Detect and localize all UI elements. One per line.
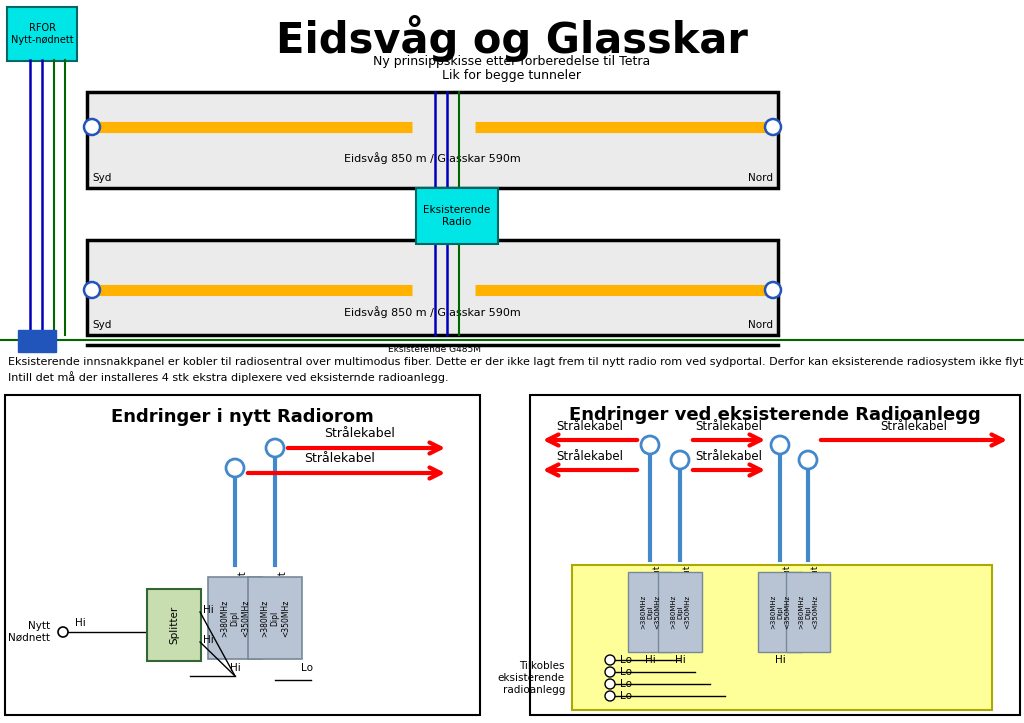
Circle shape (58, 627, 68, 637)
Text: Ny prinsippskisse etter forberedelse til Tetra: Ny prinsippskisse etter forberedelse til… (374, 56, 650, 69)
Text: Nord: Nord (748, 320, 773, 330)
Circle shape (799, 451, 817, 469)
Text: Lo: Lo (620, 691, 632, 701)
Text: Strålekabel: Strålekabel (556, 450, 624, 463)
Circle shape (765, 119, 781, 135)
Text: Hi: Hi (229, 663, 241, 673)
Circle shape (605, 679, 615, 689)
Bar (18, 330, 56, 352)
Text: Lik for begge tunneler: Lik for begge tunneler (442, 69, 582, 82)
Text: Hi: Hi (675, 655, 685, 665)
FancyBboxPatch shape (628, 572, 672, 652)
Text: Nord: Nord (748, 173, 773, 183)
FancyBboxPatch shape (786, 572, 830, 652)
Text: Eidsvåg 850 m / Glasskar 590m: Eidsvåg 850 m / Glasskar 590m (344, 152, 521, 164)
Circle shape (226, 459, 244, 477)
Text: Strålekabel: Strålekabel (556, 420, 624, 433)
Text: Eidsvåg 850 m / Glasskar 590m: Eidsvåg 850 m / Glasskar 590m (344, 306, 521, 318)
Circle shape (266, 439, 284, 457)
Circle shape (605, 655, 615, 665)
Bar (572, 565, 992, 710)
Text: Eksisterende innsnakkpanel er kobler til radiosentral over multimodus fiber. Det: Eksisterende innsnakkpanel er kobler til… (8, 355, 1024, 382)
Text: Splitter: Splitter (169, 606, 179, 644)
Text: Lo: Lo (620, 679, 632, 689)
Bar (530, 395, 1020, 715)
Text: Out: Out (682, 565, 691, 581)
FancyBboxPatch shape (248, 577, 302, 659)
Text: Eksisterende
Radio: Eksisterende Radio (423, 205, 490, 227)
Text: Lo: Lo (301, 663, 313, 673)
Text: >380MHz
Dipl
<350MHz: >380MHz Dipl <350MHz (798, 595, 818, 629)
FancyBboxPatch shape (758, 572, 802, 652)
Text: Out: Out (237, 570, 247, 588)
Text: Nytt
Nødnett: Nytt Nødnett (8, 621, 50, 643)
FancyBboxPatch shape (7, 7, 77, 61)
Text: Syd: Syd (92, 173, 112, 183)
Text: Syd: Syd (92, 320, 112, 330)
FancyBboxPatch shape (416, 188, 498, 244)
Text: Hi: Hi (645, 655, 655, 665)
Circle shape (84, 119, 100, 135)
Text: Out: Out (810, 565, 819, 581)
Text: Hi: Hi (774, 655, 785, 665)
Text: Hi: Hi (203, 635, 214, 645)
Text: Endringer ved eksisterende Radioanlegg: Endringer ved eksisterende Radioanlegg (569, 406, 981, 424)
Text: Lo: Lo (620, 667, 632, 677)
Circle shape (605, 691, 615, 701)
Text: Strålekabel: Strålekabel (695, 420, 763, 433)
Bar (87, 92, 778, 188)
FancyBboxPatch shape (658, 572, 702, 652)
Text: >380MHz
Dipl
<350MHz: >380MHz Dipl <350MHz (770, 595, 790, 629)
Text: Out: Out (278, 570, 287, 588)
Text: Out: Out (782, 565, 791, 581)
Text: Hi: Hi (203, 605, 214, 615)
Text: Hi: Hi (75, 618, 86, 628)
Circle shape (765, 282, 781, 298)
Text: Strålekabel: Strålekabel (304, 452, 376, 465)
Circle shape (771, 436, 790, 454)
Circle shape (84, 282, 100, 298)
Text: Endringer i nytt Radiorom: Endringer i nytt Radiorom (112, 408, 374, 426)
Bar (5, 395, 480, 715)
Text: >380MHz
Dipl
<350MHz: >380MHz Dipl <350MHz (260, 599, 290, 637)
Text: Strålekabel: Strålekabel (881, 420, 947, 433)
Text: Lo: Lo (620, 655, 632, 665)
Circle shape (641, 436, 659, 454)
FancyBboxPatch shape (208, 577, 262, 659)
Text: >380MHz
Dipl
<350MHz: >380MHz Dipl <350MHz (670, 595, 690, 629)
Text: >380MHz
Dipl
<350MHz: >380MHz Dipl <350MHz (640, 595, 660, 629)
Text: Eidsvåg og Glasskar: Eidsvåg og Glasskar (276, 14, 748, 61)
Text: Strålekabel: Strålekabel (695, 450, 763, 463)
FancyBboxPatch shape (147, 589, 201, 661)
Bar (87, 240, 778, 335)
Text: >380MHz
Dipl
<350MHz: >380MHz Dipl <350MHz (220, 599, 250, 637)
Text: Strålekabel: Strålekabel (325, 427, 395, 440)
Text: Eksisterende G485M: Eksisterende G485M (388, 345, 481, 354)
Text: Out: Out (652, 565, 662, 581)
Text: Tilkobles
eksisterende
radioanlegg: Tilkobles eksisterende radioanlegg (498, 662, 565, 695)
Circle shape (605, 667, 615, 677)
Text: RFOR
Nytt-nødnett: RFOR Nytt-nødnett (10, 23, 74, 45)
Circle shape (671, 451, 689, 469)
